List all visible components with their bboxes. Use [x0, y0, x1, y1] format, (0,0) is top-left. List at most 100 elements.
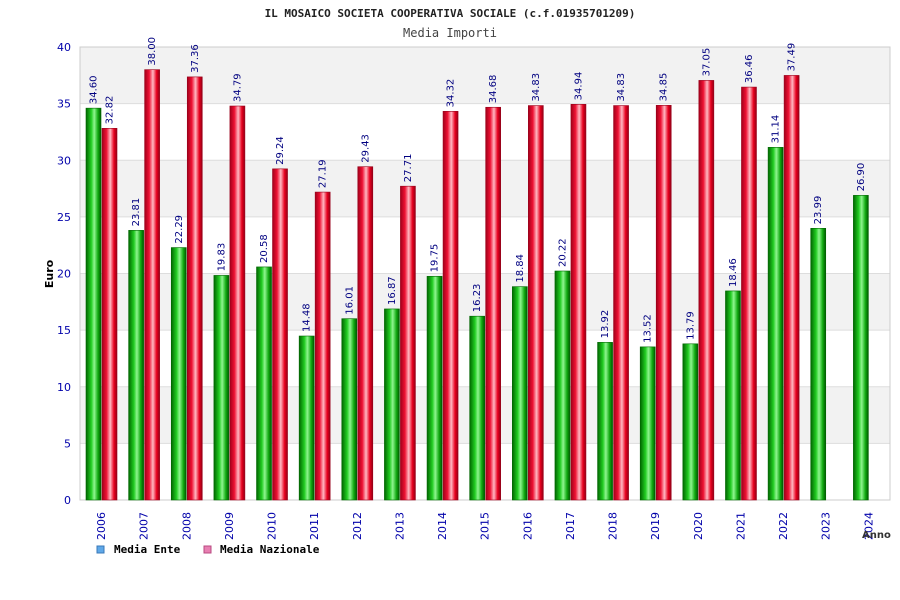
bar-media-ente: [512, 286, 528, 501]
data-label-media-nazionale: 29.43: [360, 134, 371, 163]
y-tick-label: 35: [57, 98, 71, 111]
bar-media-ente: [256, 266, 272, 501]
data-label-media-ente: 23.99: [813, 196, 824, 225]
legend-label-ente: Media Ente: [114, 543, 181, 556]
data-label-media-nazionale: 34.79: [232, 73, 243, 102]
x-tick-label: 2011: [308, 512, 321, 540]
x-tick-label: 2021: [734, 512, 747, 540]
data-label-media-ente: 26.90: [856, 163, 867, 192]
x-tick-label: 2009: [223, 512, 236, 540]
bar-media-nazionale: [741, 86, 757, 501]
bar-media-nazionale: [698, 80, 715, 501]
data-label-media-nazionale: 36.46: [744, 54, 755, 83]
x-tick-label: 2019: [649, 512, 662, 540]
x-tick-label: 2015: [479, 512, 492, 540]
bars: 34.60 32.82 23.81 38.00 22.29 37.36 19.83 34.79…: [85, 37, 869, 501]
x-tick-label: 2008: [180, 512, 193, 540]
x-tick-label: 2016: [521, 512, 534, 540]
bar-media-nazionale: [101, 128, 118, 501]
bar-media-ente: [213, 275, 230, 501]
y-tick-label: 15: [57, 324, 71, 337]
x-tick-label: 2006: [95, 512, 108, 540]
data-label-media-ente: 16.23: [472, 284, 483, 313]
bar-media-nazionale: [272, 168, 288, 501]
legend-label-nazionale: Media Nazionale: [220, 543, 320, 556]
x-tick-label: 2022: [777, 512, 790, 540]
bar-media-ente: [426, 276, 443, 501]
x-tick-label: 2018: [607, 512, 620, 540]
data-label-media-ente: 23.81: [131, 198, 142, 227]
data-label-media-nazionale: 38.00: [147, 37, 158, 66]
bar-media-ente: [469, 315, 485, 501]
y-tick-label: 0: [64, 494, 71, 507]
bar-media-nazionale: [655, 105, 672, 501]
data-label-media-nazionale: 34.83: [616, 73, 627, 102]
y-tick-label: 25: [57, 211, 71, 224]
y-axis-label: Euro: [43, 259, 56, 288]
bar-media-nazionale: [570, 104, 587, 501]
x-tick-label: 2024: [862, 512, 875, 540]
bar-media-ente: [853, 195, 869, 501]
bar-media-nazionale: [783, 75, 800, 501]
x-tick-label: 2012: [351, 512, 364, 540]
bar-media-nazionale: [528, 105, 544, 501]
bar-media-ente: [341, 318, 358, 501]
bar-media-nazionale: [229, 105, 246, 501]
bar-media-ente: [597, 342, 613, 501]
y-tick-label: 20: [57, 268, 71, 281]
bar-media-nazionale: [144, 69, 160, 501]
data-label-media-nazionale: 32.82: [105, 96, 116, 125]
data-label-media-ente: 34.60: [89, 76, 100, 105]
data-label-media-ente: 14.48: [302, 303, 313, 332]
data-label-media-nazionale: 29.24: [275, 136, 286, 165]
bar-media-nazionale: [442, 111, 459, 501]
x-tick-label: 2007: [138, 512, 151, 540]
data-label-media-nazionale: 37.05: [701, 48, 712, 77]
data-label-media-ente: 18.84: [515, 254, 526, 283]
bar-media-nazionale: [314, 191, 331, 501]
data-label-media-ente: 19.75: [430, 244, 441, 273]
bar-media-nazionale: [400, 185, 416, 501]
bar-media-nazionale: [357, 166, 374, 501]
x-tick-label: 2023: [820, 512, 833, 540]
data-label-media-ente: 31.14: [771, 115, 782, 144]
data-label-media-nazionale: 34.68: [488, 75, 499, 104]
bar-media-nazionale: [613, 105, 629, 501]
bar-media-ente: [384, 308, 400, 501]
data-label-media-nazionale: 27.19: [318, 159, 329, 188]
data-label-media-nazionale: 37.36: [190, 44, 201, 73]
y-tick-label: 5: [64, 437, 71, 450]
bar-media-ente: [725, 290, 741, 501]
data-label-media-ente: 13.52: [643, 314, 654, 343]
bar-media-nazionale: [186, 76, 203, 501]
data-label-media-nazionale: 34.85: [659, 73, 670, 102]
data-label-media-nazionale: 34.83: [531, 73, 542, 102]
data-label-media-nazionale: 34.94: [573, 72, 584, 101]
bar-media-ente: [682, 343, 699, 501]
data-label-media-ente: 20.22: [557, 238, 568, 267]
x-tick-label: 2014: [436, 512, 449, 540]
data-label-media-nazionale: 27.71: [403, 154, 414, 183]
x-axis-label: Anno: [862, 530, 891, 541]
y-tick-label: 40: [57, 41, 71, 54]
bar-media-ente: [767, 147, 784, 501]
data-label-media-ente: 16.87: [387, 276, 398, 305]
x-axis-ticks: 2006 2007 2008 2009 2010 2011 2012 2013 2014 2015…: [95, 512, 875, 540]
legend-swatch-nazionale: [203, 545, 212, 554]
data-label-media-ente: 19.83: [216, 243, 227, 272]
data-label-media-ente: 18.46: [728, 258, 739, 287]
data-label-media-ente: 13.79: [685, 311, 696, 340]
data-label-media-ente: 16.01: [344, 286, 355, 315]
data-label-media-nazionale: 34.32: [446, 79, 457, 108]
chart-title: IL MOSAICO SOCIETA COOPERATIVA SOCIALE (…: [265, 7, 636, 20]
bar-media-ente: [810, 228, 827, 501]
data-label-media-nazionale: 37.49: [787, 43, 798, 72]
y-tick-label: 10: [57, 381, 71, 394]
x-tick-label: 2010: [266, 512, 279, 540]
legend: Media Ente Media Nazionale: [96, 543, 320, 556]
x-tick-label: 2013: [393, 512, 406, 540]
data-label-media-ente: 22.29: [174, 215, 185, 244]
bar-media-ente: [554, 270, 571, 501]
bar-media-nazionale: [485, 106, 501, 501]
